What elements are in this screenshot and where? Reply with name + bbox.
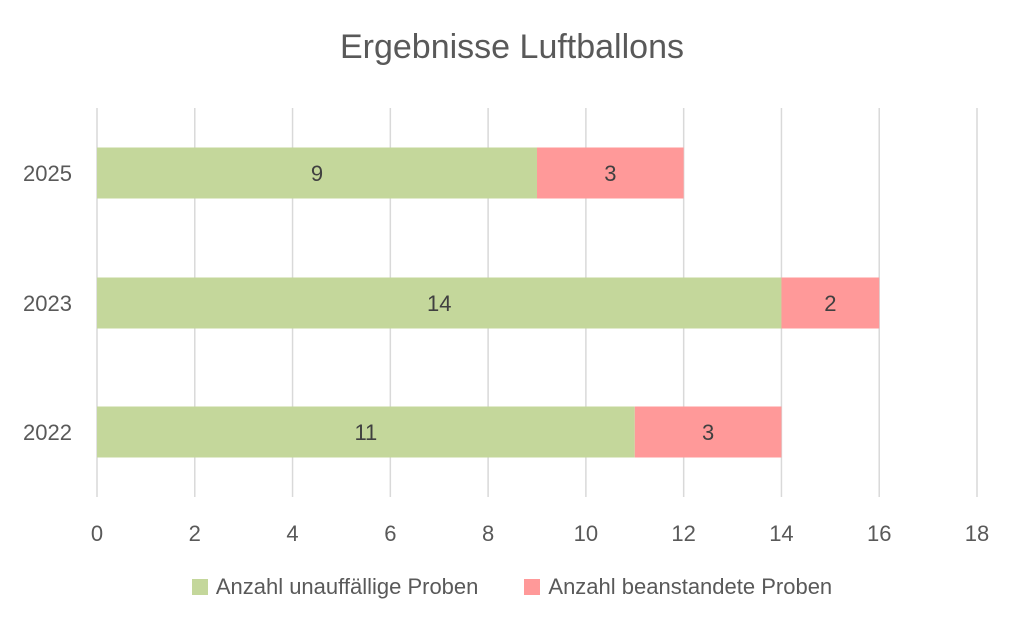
legend-label-beanstandet: Anzahl beanstandete Proben bbox=[548, 574, 833, 599]
x-tick-label: 0 bbox=[91, 521, 103, 546]
y-category-label: 2022 bbox=[23, 420, 72, 445]
data-label: 9 bbox=[311, 161, 323, 186]
x-tick-label: 16 bbox=[867, 521, 891, 546]
x-tick-label: 6 bbox=[384, 521, 396, 546]
y-category-label: 2025 bbox=[23, 161, 72, 186]
bar-segment bbox=[97, 147, 537, 199]
bar-segment bbox=[634, 406, 782, 458]
chart-title: Ergebnisse Luftballons bbox=[339, 28, 684, 66]
data-label: 3 bbox=[702, 420, 714, 445]
x-tick-label: 2 bbox=[189, 521, 201, 546]
bar-segment bbox=[97, 406, 635, 458]
data-label: 3 bbox=[604, 161, 616, 186]
data-label: 2 bbox=[824, 291, 836, 316]
x-tick-label: 4 bbox=[286, 521, 298, 546]
bar-segment bbox=[97, 277, 782, 329]
legend-item-beanstandet: Anzahl beanstandete Proben bbox=[524, 574, 832, 600]
legend-label-unauffaellig: Anzahl unauffällige Proben bbox=[215, 574, 479, 599]
bar-segment bbox=[781, 277, 880, 329]
y-category-label: 2023 bbox=[23, 291, 72, 316]
legend-swatch-beanstandet bbox=[524, 579, 541, 595]
x-tick-label: 12 bbox=[671, 521, 695, 546]
legend: Anzahl unauffällige Proben Anzahl beanst… bbox=[0, 574, 1024, 600]
data-label: 14 bbox=[427, 291, 451, 316]
x-tick-label: 18 bbox=[965, 521, 989, 546]
legend-item-unauffaellig: Anzahl unauffällige Proben bbox=[191, 574, 479, 600]
legend-swatch-unauffaellig bbox=[191, 579, 208, 595]
x-tick-label: 10 bbox=[574, 521, 598, 546]
x-tick-label: 14 bbox=[769, 521, 793, 546]
data-label: 11 bbox=[354, 420, 377, 445]
bar-segment bbox=[537, 147, 684, 199]
x-tick-label: 8 bbox=[482, 521, 494, 546]
